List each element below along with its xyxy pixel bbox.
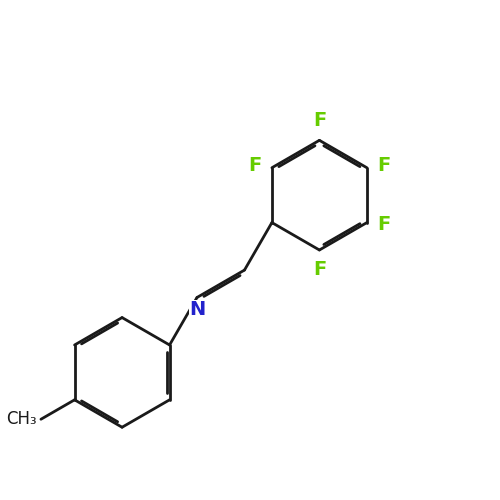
Text: F: F — [248, 156, 262, 175]
Text: F: F — [377, 156, 390, 175]
Text: F: F — [313, 112, 326, 130]
Text: F: F — [377, 216, 390, 234]
Text: N: N — [189, 300, 205, 319]
Text: CH₃: CH₃ — [6, 410, 36, 428]
Text: F: F — [313, 260, 326, 279]
